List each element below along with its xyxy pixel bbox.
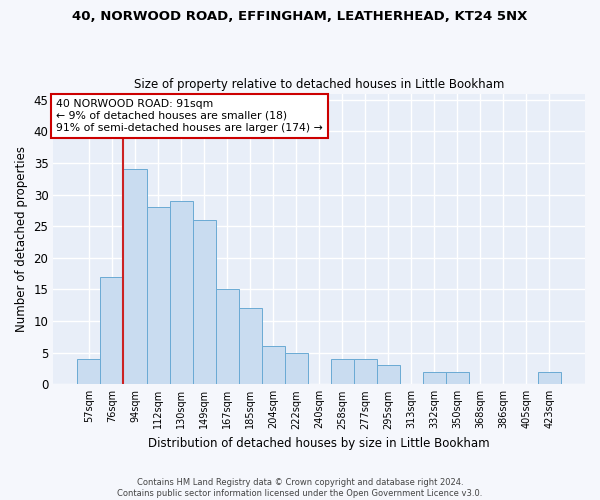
Bar — [377, 366, 400, 384]
Title: Size of property relative to detached houses in Little Bookham: Size of property relative to detached ho… — [134, 78, 505, 91]
Bar — [538, 372, 561, 384]
Bar — [423, 372, 446, 384]
Y-axis label: Number of detached properties: Number of detached properties — [15, 146, 28, 332]
Bar — [284, 352, 308, 384]
Bar — [170, 201, 193, 384]
Bar — [124, 170, 146, 384]
X-axis label: Distribution of detached houses by size in Little Bookham: Distribution of detached houses by size … — [148, 437, 490, 450]
Bar — [193, 220, 215, 384]
Bar — [262, 346, 284, 385]
Text: 40, NORWOOD ROAD, EFFINGHAM, LEATHERHEAD, KT24 5NX: 40, NORWOOD ROAD, EFFINGHAM, LEATHERHEAD… — [73, 10, 527, 23]
Bar — [353, 359, 377, 384]
Bar — [100, 277, 124, 384]
Bar — [239, 308, 262, 384]
Bar — [446, 372, 469, 384]
Bar — [146, 208, 170, 384]
Text: 40 NORWOOD ROAD: 91sqm
← 9% of detached houses are smaller (18)
91% of semi-deta: 40 NORWOOD ROAD: 91sqm ← 9% of detached … — [56, 100, 323, 132]
Bar — [77, 359, 100, 384]
Bar — [215, 290, 239, 384]
Bar — [331, 359, 353, 384]
Text: Contains HM Land Registry data © Crown copyright and database right 2024.
Contai: Contains HM Land Registry data © Crown c… — [118, 478, 482, 498]
